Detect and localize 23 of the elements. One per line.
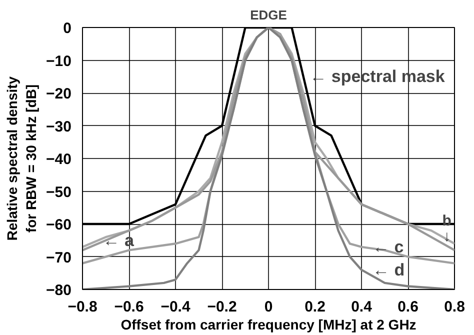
annotation: ← c <box>372 237 404 256</box>
y-axis-title: Relative spectral density for RBW = 30 kHz [dB] <box>4 76 40 241</box>
x-tick-label: −0.8 <box>68 298 98 316</box>
y-tick-label: 0 <box>63 20 72 37</box>
x-tick-label: −0.2 <box>207 298 237 316</box>
x-tick-label: 0.8 <box>444 298 465 316</box>
chart-title: EDGE <box>250 8 288 22</box>
y-tick-label: −40 <box>46 151 72 168</box>
x-axis-title: Offset from carrier frequency [MHz] at 2 GHz <box>120 316 416 332</box>
x-tick-label: 0.4 <box>351 298 373 316</box>
x-tick-label: −0.4 <box>160 298 191 316</box>
y-tick-label: −50 <box>46 184 72 201</box>
x-tick-label: 0.6 <box>398 298 418 316</box>
x-tick-label: 0 <box>264 298 273 316</box>
y-tick-label: −70 <box>46 249 72 266</box>
y-tick-label: −60 <box>46 216 72 234</box>
x-tick-label: 0.2 <box>304 298 326 316</box>
x-tick-label: −0.6 <box>114 298 144 316</box>
y-tick-label: −30 <box>46 118 72 136</box>
y-tick-label: −20 <box>46 86 72 102</box>
annotation: ← d <box>372 260 405 280</box>
y-tick-label: −10 <box>46 52 72 70</box>
y-tick-label: −80 <box>46 282 72 299</box>
